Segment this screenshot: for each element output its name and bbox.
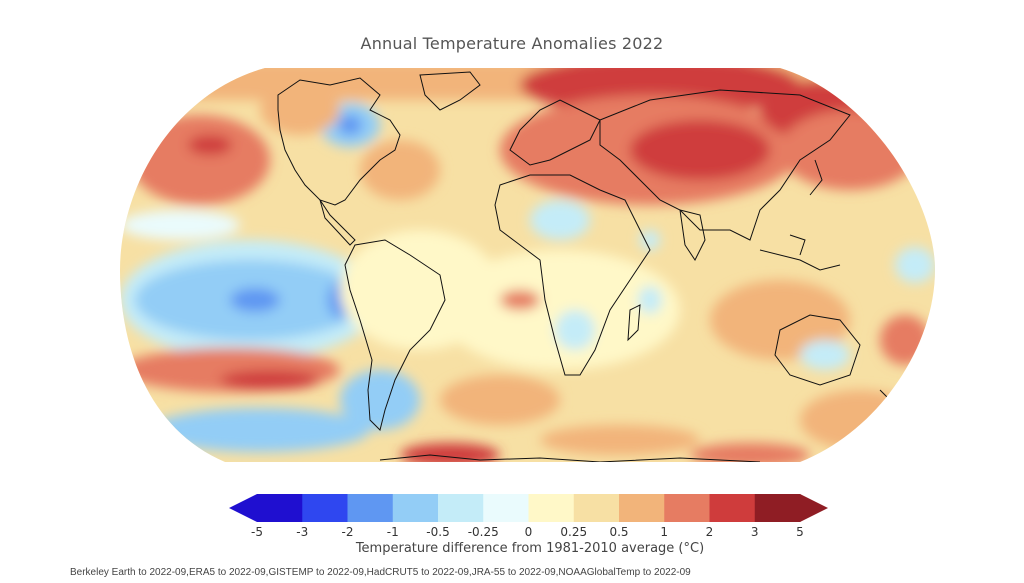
colorbar-tick-label: -2 [341,525,354,539]
colorbar-tick-label: -1 [386,525,399,539]
colorbar-title: Temperature difference from 1981-2010 av… [355,541,705,556]
anomaly-field [120,68,935,462]
colorbar-tick-label: -0.25 [467,525,499,539]
colorbar-tick-label: 0 [524,525,533,539]
coastlines [277,71,891,462]
source-note: Berkeley Earth to 2022-09,ERA5 to 2022-0… [70,567,691,578]
colorbar-tick-label: -3 [296,525,309,539]
colorbar-tick-label: 3 [750,525,759,539]
colorbar-tick-label: -5 [251,525,263,539]
colorbar-tick-label: 0.25 [560,525,588,539]
colorbar-tick-label: -0.5 [426,525,450,539]
colorbar-tick-label: 0.5 [609,525,629,539]
map-title: Annual Temperature Anomalies 2022 [360,34,664,53]
colorbar-tick-label: 1 [660,525,669,539]
colorbar-tick-label: 2 [705,525,714,539]
colorbar-tick-label: 5 [796,525,804,539]
